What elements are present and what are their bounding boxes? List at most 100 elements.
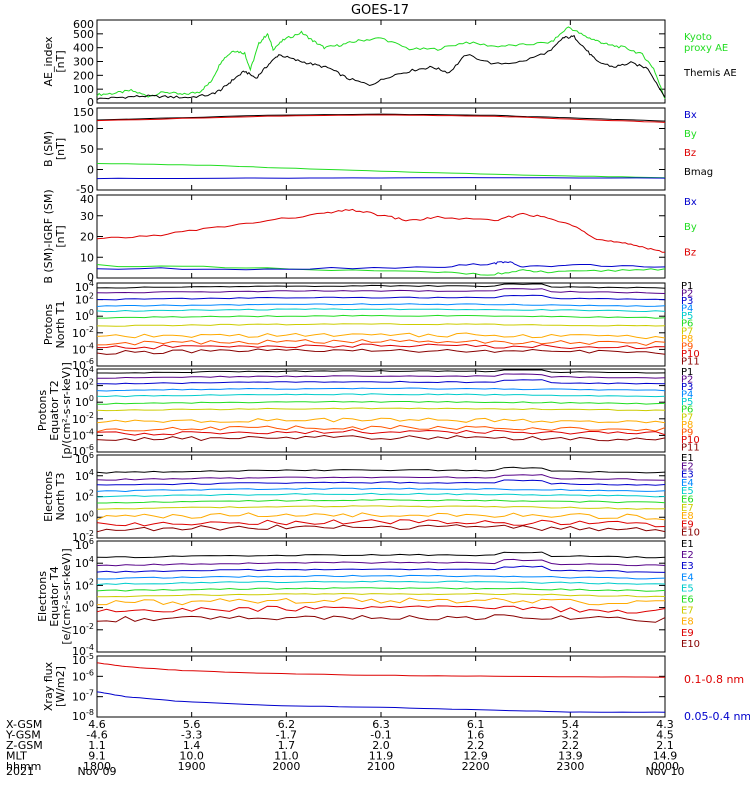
flux-channel-line	[96, 519, 666, 528]
y-tick-label: 10-7	[72, 689, 94, 704]
orbit-row-value: 5.4	[562, 718, 580, 731]
flux-channel-line	[97, 592, 666, 598]
orbit-row-value: -0.1	[370, 729, 391, 742]
series-line	[96, 114, 666, 123]
orbit-row-value: 6.1	[467, 718, 485, 731]
legend-entry: E4	[681, 478, 694, 489]
orbit-row-value: 2300	[556, 760, 584, 773]
orbit-row-value: 2200	[462, 760, 490, 773]
flux-channel-line	[96, 393, 666, 398]
year-label: 2021	[6, 765, 34, 778]
y-tick-label: 102	[75, 378, 94, 393]
y-tick-label: 40	[80, 193, 94, 206]
orbit-row-value: 2.2	[467, 739, 485, 752]
legend-entry: E4	[681, 572, 694, 583]
y-axis-label: Protons	[42, 304, 55, 345]
series-line	[96, 113, 666, 122]
legend-entry: Bx	[684, 110, 697, 121]
orbit-row-value: -3.3	[181, 729, 202, 742]
legend-entry: P6	[681, 405, 693, 416]
orbit-row-value: 14.9	[653, 750, 678, 763]
y-tick-label: 0	[87, 164, 94, 177]
orbit-row-value: 1.4	[183, 739, 201, 752]
orbit-row-value: 2.1	[656, 739, 674, 752]
series-line	[96, 261, 666, 271]
legend-entry: 0.1-0.8 nm	[684, 673, 744, 686]
orbit-row-value: 9.1	[88, 750, 106, 763]
y-tick-label: 100	[73, 83, 94, 96]
y-tick-label: -50	[76, 183, 94, 196]
legend-entry: Bx	[684, 197, 697, 208]
panel-frame	[96, 368, 666, 453]
legend-entry: P1	[681, 281, 693, 292]
legend-entry: P4	[681, 304, 693, 315]
flux-channel-line	[96, 424, 666, 433]
legend-entry: E2	[681, 550, 694, 561]
legend-entry: P7	[681, 412, 693, 423]
y-axis-label: [p/(cm²-s-sr-keV)]	[60, 362, 73, 459]
y-tick-label: 10-4	[72, 643, 94, 658]
y-axis-label: [nT]	[54, 138, 67, 160]
y-axis-label: Electrons	[42, 471, 55, 522]
orbit-row-value: -4.6	[86, 729, 107, 742]
y-tick-label: 104	[75, 279, 94, 294]
orbit-row-value: 2000	[272, 760, 300, 773]
orbit-row-value: 11.9	[369, 750, 394, 763]
y-axis-label: Protons	[36, 390, 49, 431]
legend-entry: P10	[681, 435, 700, 446]
y-axis-label: [nT]	[54, 50, 67, 72]
flux-channel-line	[96, 580, 666, 586]
chart-panel-7: 106 104 102 100 10-2 10-4 Electrons Equator T4[…	[36, 537, 700, 658]
orbit-row-label: X-GSM	[6, 718, 42, 731]
legend-entry: P3	[681, 296, 693, 307]
orbit-row-value: 3.2	[562, 729, 580, 742]
legend-entry: E1	[681, 539, 694, 550]
y-tick-label: 100	[75, 509, 94, 524]
flux-channel-line	[96, 512, 666, 521]
panel-frame	[96, 19, 666, 104]
y-tick-label: 102	[75, 489, 94, 504]
legend-entry: P4	[681, 390, 693, 401]
orbit-row-label: Z-GSM	[6, 739, 43, 752]
y-tick-label: 30	[80, 210, 94, 223]
legend-entry: E1	[681, 453, 694, 464]
panel-frame	[96, 540, 666, 653]
legend-entry: P9	[681, 341, 693, 352]
y-tick-label: 104	[75, 555, 94, 570]
flux-channel-line	[96, 492, 666, 498]
y-tick-label: 100	[75, 308, 94, 323]
orbit-row-value: 12.9	[463, 750, 488, 763]
orbit-row-value: 2100	[367, 760, 395, 773]
legend-entry: E3	[681, 470, 694, 481]
y-axis-label: AE_index	[42, 36, 55, 87]
legend-entry: E7	[681, 503, 694, 514]
flux-channel-line	[97, 314, 666, 319]
legend-entry: Themis AE	[683, 68, 737, 79]
orbit-row-value: 6.3	[372, 718, 390, 731]
flux-channel-line	[97, 373, 666, 379]
flux-channel-line	[96, 417, 666, 424]
y-tick-label: 0	[87, 96, 94, 109]
series-line	[96, 208, 666, 253]
y-tick-label: 102	[75, 292, 94, 307]
y-tick-label: 104	[75, 468, 94, 483]
date-start-label: Nov 09	[78, 765, 117, 778]
orbit-row-value: 13.9	[558, 750, 583, 763]
orbit-row-value: 1900	[178, 760, 206, 773]
plot-title: GOES-17	[351, 3, 409, 18]
series-line	[96, 662, 666, 678]
legend-entry: P5	[681, 397, 693, 408]
flux-channel-line	[96, 379, 666, 385]
legend-entry: E8	[681, 617, 694, 628]
panel-frame	[96, 282, 666, 367]
legend-entry: E3	[681, 561, 694, 572]
legend-entry: P7	[681, 326, 693, 337]
y-axis-label: Xray flux	[42, 661, 55, 711]
y-tick-label: 300	[73, 56, 94, 69]
series-line	[96, 34, 666, 101]
